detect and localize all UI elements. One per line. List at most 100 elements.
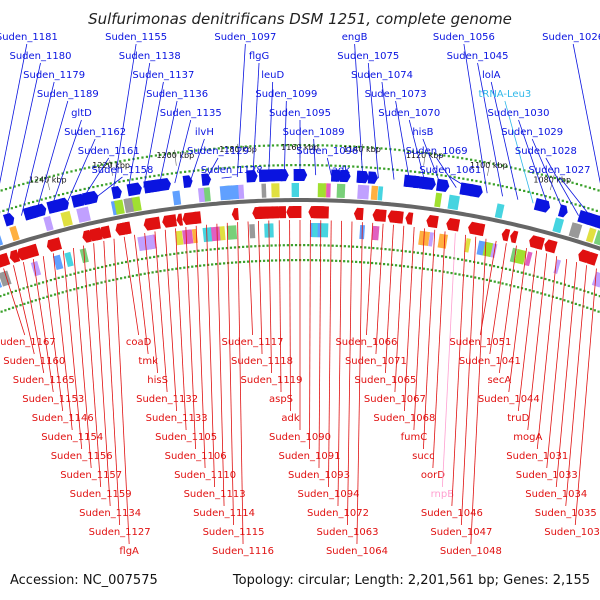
ring-dot <box>453 176 456 179</box>
ring-dot <box>238 261 242 264</box>
ring-dot <box>447 155 450 158</box>
tick-mark <box>487 160 491 176</box>
gene-label: hisB <box>412 127 433 138</box>
ring-dot <box>430 268 433 271</box>
cog-color-block <box>494 203 505 219</box>
gene-label: mogA <box>513 432 542 443</box>
reverse-gene-arrow <box>82 230 90 243</box>
gene-label: Suden_1134 <box>79 508 141 519</box>
gene-label: Suden_1056 <box>433 32 495 43</box>
ring-dot <box>327 259 330 262</box>
gene-label: Suden_1047 <box>430 527 492 538</box>
reverse-gene-arrow <box>176 213 183 226</box>
ring-dot <box>32 200 35 204</box>
forward-gene-arrow <box>299 169 308 182</box>
gene-leader-line <box>226 222 234 526</box>
ring-dot <box>97 266 100 270</box>
ring-dot <box>549 175 552 178</box>
ring-dot <box>335 244 338 247</box>
gene-label: Suden_1027 <box>529 165 591 176</box>
cog-color-block <box>317 183 326 198</box>
gene-label: Suden_1074 <box>351 70 413 81</box>
ring-dot <box>171 268 174 271</box>
gene-label: Suden_1181 <box>0 32 58 43</box>
ring-dot <box>351 260 354 263</box>
ring-dot <box>404 250 407 253</box>
ring-dot <box>392 248 395 252</box>
ring-dot <box>286 244 289 247</box>
ring-dot <box>221 247 224 250</box>
cog-color-block <box>370 185 379 201</box>
ring-dot <box>400 169 403 172</box>
ring-dot <box>369 166 373 169</box>
ring-dot <box>552 280 555 283</box>
ring-dot <box>206 168 209 171</box>
ring-dot <box>10 291 14 294</box>
ring-dot <box>217 247 220 250</box>
ring-dot <box>161 254 164 257</box>
ring-dot <box>524 288 527 291</box>
ring-dot <box>558 178 561 181</box>
cog-color-block <box>371 225 380 241</box>
cog-color-block <box>428 232 434 247</box>
ring-dot <box>38 282 41 285</box>
ring-dot <box>387 167 390 171</box>
ring-dot <box>375 262 378 265</box>
ring-dot <box>579 288 582 291</box>
gene-label: coaD <box>126 337 152 348</box>
gene-leader-line <box>97 176 123 197</box>
gene-label: Suden_1138 <box>119 51 181 62</box>
gene-leader-line <box>546 259 568 469</box>
ring-dot <box>151 271 154 274</box>
ring-dot <box>454 272 457 275</box>
gene-leader-line <box>404 227 415 412</box>
ring-dot <box>41 281 45 284</box>
ring-dot <box>278 259 282 262</box>
ring-dot <box>52 174 55 177</box>
ring-dot <box>83 187 86 191</box>
ring-dot <box>424 252 428 255</box>
gene-label: Suden_1061 <box>419 165 481 176</box>
ring-dot <box>440 174 443 177</box>
ring-dot <box>339 259 342 263</box>
ring-dot <box>262 144 266 147</box>
ring-dot <box>575 182 578 186</box>
ring-dot <box>262 259 266 262</box>
gene-label: Suden_1095 <box>269 108 331 119</box>
ring-dot <box>203 264 206 267</box>
ring-dot <box>281 164 284 167</box>
forward-gene-arrow <box>71 193 86 208</box>
ring-dot <box>262 244 265 247</box>
ring-dot <box>177 151 180 154</box>
ring-dot <box>179 267 182 270</box>
ring-dot <box>500 266 504 270</box>
ring-dot <box>540 292 543 295</box>
ring-dot <box>276 164 280 167</box>
gene-leader-line <box>574 268 597 526</box>
ring-dot <box>258 144 261 148</box>
cog-color-block <box>60 210 73 227</box>
gene-leader-line <box>127 62 151 191</box>
gene-label: Suden_1030 <box>488 108 550 119</box>
ring-dot <box>100 281 103 284</box>
gene-leader-line <box>309 220 311 450</box>
ring-dot <box>241 165 244 168</box>
ring-dot <box>175 267 178 270</box>
ring-dot <box>465 157 468 161</box>
forward-gene-arrow <box>339 169 351 183</box>
ring-dot <box>436 254 440 257</box>
ring-dot <box>466 274 469 278</box>
gene-leader-line <box>366 222 374 336</box>
ring-dot <box>53 293 57 296</box>
ring-dot <box>505 185 508 189</box>
ring-dot <box>100 184 104 187</box>
gene-label: leuD <box>261 70 284 81</box>
gene-label: Suden_1028 <box>515 146 577 157</box>
forward-gene-arrow <box>367 171 378 184</box>
ring-dot <box>244 145 247 148</box>
ring-dot <box>532 290 535 293</box>
ring-dot <box>250 260 254 263</box>
ring-dot <box>234 261 238 264</box>
ring-dot <box>188 170 191 173</box>
cog-color-block <box>210 226 221 242</box>
